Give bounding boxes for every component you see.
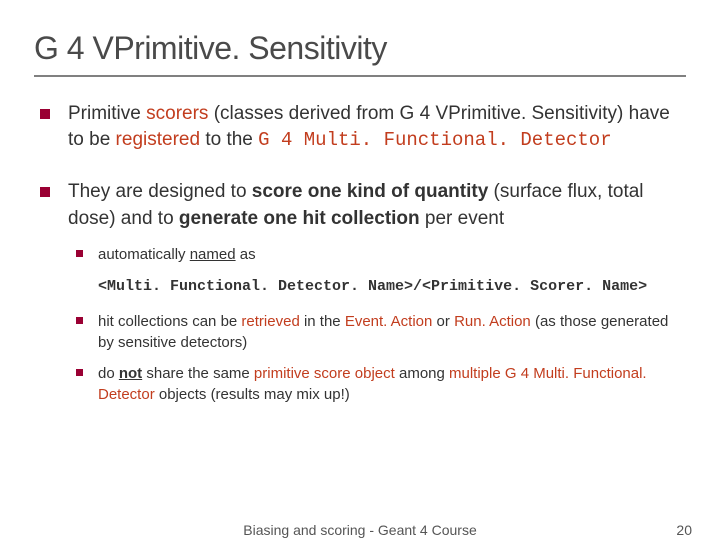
text-bold: score one kind of quantity <box>252 181 488 202</box>
text: per event <box>420 208 505 229</box>
text: in the <box>300 313 345 330</box>
sub-bullet-list: automatically named as <box>68 244 686 265</box>
text-accent: Event. Action <box>345 313 433 330</box>
text-accent: primitive score object <box>254 365 395 382</box>
text: automatically <box>98 246 190 263</box>
code-line: <Multi. Functional. Detector. Name>/<Pri… <box>98 275 686 297</box>
page-number: 20 <box>676 522 692 538</box>
text: They are designed to <box>68 181 252 202</box>
text: do <box>98 365 119 382</box>
footer-text: Biasing and scoring - Geant 4 Course <box>243 522 476 538</box>
text-accent: Run. Action <box>454 313 531 330</box>
bullet-1: Primitive scorers (classes derived from … <box>34 101 686 153</box>
bullet-2: They are designed to score one kind of q… <box>34 179 686 404</box>
text: or <box>432 313 454 330</box>
text: Primitive <box>68 103 146 124</box>
text: to the <box>200 129 258 150</box>
text: hit collections can be <box>98 313 241 330</box>
text-accent: registered <box>116 129 201 150</box>
slide-title: G 4 VPrimitive. Sensitivity <box>34 30 686 67</box>
text: objects (results may mix up!) <box>155 386 350 403</box>
text-accent: scorers <box>146 103 208 124</box>
code: G 4 Multi. Functional. Detector <box>258 129 611 151</box>
slide: G 4 VPrimitive. Sensitivity Primitive sc… <box>0 0 720 540</box>
title-underline <box>34 75 686 77</box>
bullet-list: Primitive scorers (classes derived from … <box>34 101 686 405</box>
text: as <box>236 246 256 263</box>
text-underline: named <box>190 246 236 263</box>
sub-bullet-list-2: hit collections can be retrieved in the … <box>68 311 686 405</box>
sub-bullet-3: do not share the same primitive score ob… <box>68 363 686 405</box>
sub-bullet-2: hit collections can be retrieved in the … <box>68 311 686 353</box>
text: share the same <box>142 365 254 382</box>
text-bold-underline: not <box>119 365 142 382</box>
text-accent: multiple <box>449 365 501 382</box>
text-accent: retrieved <box>241 313 299 330</box>
text: among <box>395 365 449 382</box>
code: <Multi. Functional. Detector. Name>/<Pri… <box>98 278 647 295</box>
text-bold: generate one hit collection <box>179 208 420 229</box>
sub-bullet-1: automatically named as <box>68 244 686 265</box>
